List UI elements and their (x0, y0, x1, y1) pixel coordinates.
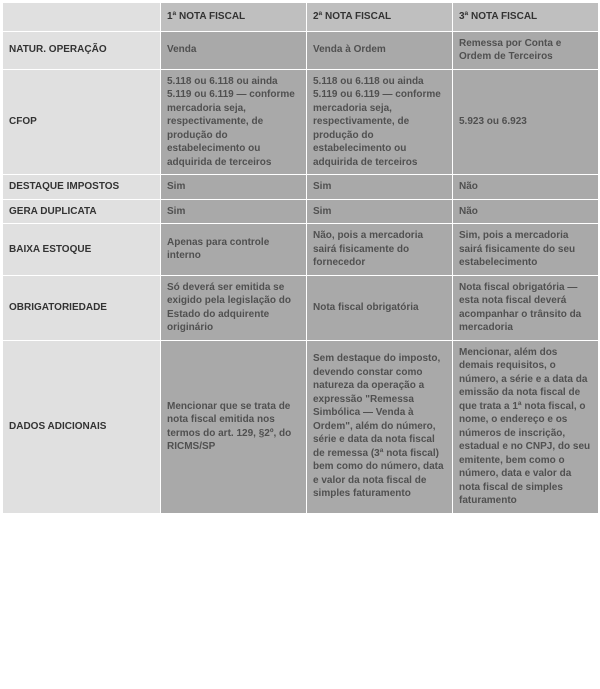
cell: Sim (307, 175, 453, 200)
row-label: BAIXA ESTOQUE (3, 224, 161, 276)
cell: Sem destaque do imposto, devendo constar… (307, 340, 453, 513)
cell: 5.118 ou 6.118 ou ainda 5.119 ou 6.119 —… (307, 69, 453, 175)
table-row: DADOS ADICIONAIS Mencionar que se trata … (3, 340, 599, 513)
row-label: DESTAQUE IMPOSTOS (3, 175, 161, 200)
nota-fiscal-table: 1ª NOTA FISCAL 2ª NOTA FISCAL 3ª NOTA FI… (2, 2, 599, 514)
table-row: GERA DUPLICATA Sim Sim Não (3, 199, 599, 224)
table-row: CFOP 5.118 ou 6.118 ou ainda 5.119 ou 6.… (3, 69, 599, 175)
table-row: DESTAQUE IMPOSTOS Sim Sim Não (3, 175, 599, 200)
header-corner (3, 3, 161, 32)
cell: Venda à Ordem (307, 31, 453, 69)
cell: Sim (161, 199, 307, 224)
cell: Sim (161, 175, 307, 200)
table-header-row: 1ª NOTA FISCAL 2ª NOTA FISCAL 3ª NOTA FI… (3, 3, 599, 32)
cell: Nota fiscal obrigatória (307, 275, 453, 340)
row-label: NATUR. OPERAÇÃO (3, 31, 161, 69)
cell: Não (453, 199, 599, 224)
cell: Sim, pois a mercadoria sairá fisicamente… (453, 224, 599, 276)
row-label: OBRIGATORIEDADE (3, 275, 161, 340)
row-label: CFOP (3, 69, 161, 175)
cell: Apenas para controle interno (161, 224, 307, 276)
cell: Venda (161, 31, 307, 69)
header-col-3: 3ª NOTA FISCAL (453, 3, 599, 32)
table-body: NATUR. OPERAÇÃO Venda Venda à Ordem Reme… (3, 31, 599, 513)
row-label: GERA DUPLICATA (3, 199, 161, 224)
cell: Remessa por Conta e Ordem de Terceiros (453, 31, 599, 69)
cell: Sim (307, 199, 453, 224)
cell: Mencionar que se trata de nota fiscal em… (161, 340, 307, 513)
table-row: BAIXA ESTOQUE Apenas para controle inter… (3, 224, 599, 276)
cell: 5.118 ou 6.118 ou ainda 5.119 ou 6.119 —… (161, 69, 307, 175)
table-row: OBRIGATORIEDADE Só deverá ser emitida se… (3, 275, 599, 340)
cell: Mencionar, além dos demais requisitos, o… (453, 340, 599, 513)
row-label: DADOS ADICIONAIS (3, 340, 161, 513)
cell: Nota fiscal obrigatória — esta nota fisc… (453, 275, 599, 340)
header-col-2: 2ª NOTA FISCAL (307, 3, 453, 32)
cell: Só deverá ser emitida se exigido pela le… (161, 275, 307, 340)
table-row: NATUR. OPERAÇÃO Venda Venda à Ordem Reme… (3, 31, 599, 69)
header-col-1: 1ª NOTA FISCAL (161, 3, 307, 32)
cell: Não, pois a mercadoria sairá fisicamente… (307, 224, 453, 276)
cell: 5.923 ou 6.923 (453, 69, 599, 175)
cell: Não (453, 175, 599, 200)
